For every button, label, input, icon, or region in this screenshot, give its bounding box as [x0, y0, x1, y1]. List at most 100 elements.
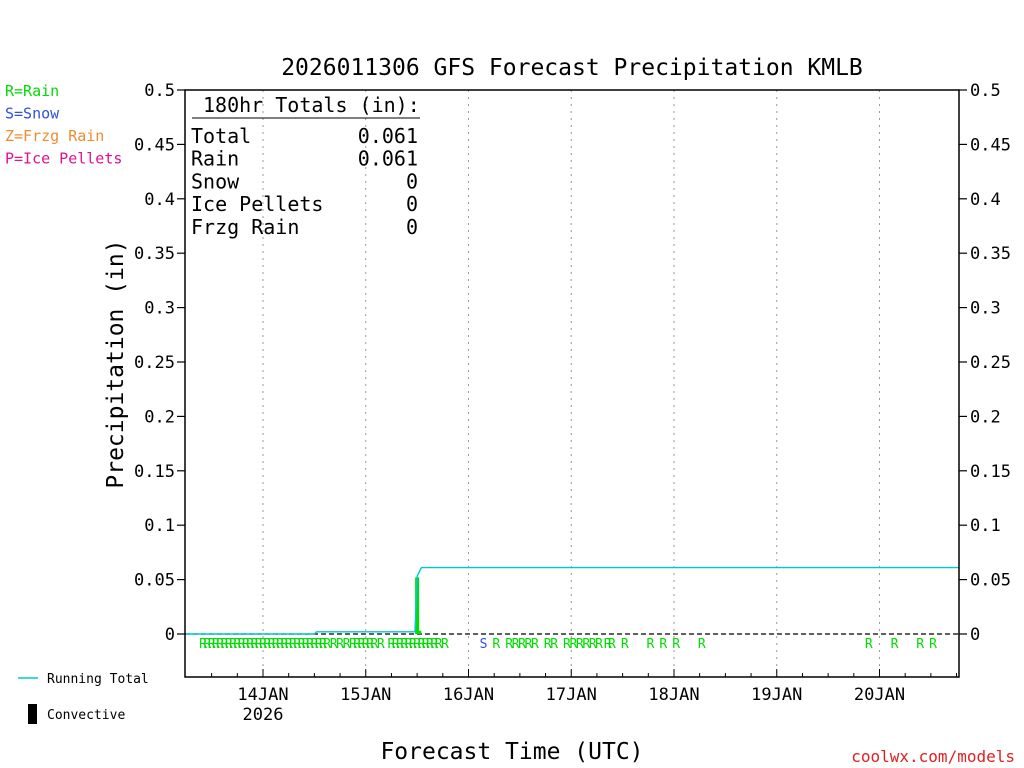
ptype-marker: R: [392, 637, 400, 652]
ptype-marker: R: [441, 637, 449, 652]
ptype-marker: R: [492, 637, 500, 652]
x-tick-label: 14JAN: [237, 685, 288, 705]
ptype-marker: R: [370, 637, 378, 652]
y-tick-label: 0.1: [144, 516, 175, 536]
ptype-marker: R: [569, 637, 577, 652]
ptype-marker: R: [388, 637, 396, 652]
ptype-marker: R: [362, 637, 370, 652]
ptype-marker: R: [272, 637, 280, 652]
y-tick-label-right: 0.35: [970, 244, 1011, 264]
ptype-marker: R: [263, 637, 271, 652]
y-axis-label: Precipitation (in): [103, 239, 129, 488]
ptype-marker: R: [608, 637, 616, 652]
totals-row-value: 0.061: [358, 124, 418, 148]
y-tick-label: 0.45: [134, 135, 175, 155]
ptype-marker: S: [480, 637, 488, 652]
ptype-marker: R: [306, 637, 314, 652]
y-tick-label-right: 0.2: [970, 407, 1001, 427]
legend-series-label: Convective: [47, 708, 125, 723]
legend-swatch-bar: [28, 704, 37, 724]
ptype-marker: R: [413, 637, 421, 652]
ptype-marker: R: [208, 637, 216, 652]
x-tick-label: 17JAN: [546, 685, 597, 705]
watermark: coolwx.com/models: [851, 747, 1015, 766]
ptype-marker: R: [255, 637, 263, 652]
totals-row-value: 0: [406, 215, 418, 239]
ptype-marker: R: [698, 637, 706, 652]
ptype-marker: R: [259, 637, 267, 652]
y-tick-label-right: 0.15: [970, 462, 1011, 482]
y-tick-label: 0.5: [144, 81, 175, 101]
ptype-marker: R: [330, 637, 338, 652]
x-year-label: 2026: [243, 705, 284, 725]
ptype-marker: R: [203, 637, 211, 652]
ptype-marker: R: [409, 637, 417, 652]
ptype-marker: R: [582, 637, 590, 652]
ptype-marker: R: [550, 637, 558, 652]
ptype-marker: R: [238, 637, 246, 652]
ptype-marker: R: [216, 637, 224, 652]
series-legend: Running Total Convective: [18, 672, 149, 724]
chart-title: 2026011306 GFS Forecast Precipitation KM…: [281, 55, 863, 81]
totals-row-value: 0: [406, 192, 418, 216]
ptype-marker: R: [377, 637, 385, 652]
y-tick-label-right: 0.5: [970, 81, 1001, 101]
ptype-marker: R: [512, 637, 520, 652]
ptype-marker: R: [672, 637, 680, 652]
ptype-marker: R: [293, 637, 301, 652]
y-tick-label: 0.2: [144, 407, 175, 427]
ptype-marker: R: [430, 637, 438, 652]
ptype-marker: R: [589, 637, 597, 652]
ptype-marker: R: [323, 637, 331, 652]
ptype-marker: R: [647, 637, 655, 652]
totals-box: 180hr Totals (in): Total 0.061 Rain 0.061 Sn…: [191, 93, 420, 239]
ptype-marker: R: [563, 637, 571, 652]
data-series: [185, 566, 959, 635]
x-axis: 14JAN 15JAN 16JAN 17JAN 18JAN 19JAN 20JAN 2026: [211, 669, 958, 725]
legend-type-entry: Z=Frzg Rain: [5, 127, 104, 145]
ptype-marker: R: [298, 637, 306, 652]
y-tick-label: 0: [165, 625, 175, 645]
ptype-marker: R: [544, 637, 552, 652]
legend-series-label: Running Total: [47, 672, 149, 687]
y-tick-label-right: 0.3: [970, 299, 1001, 319]
y-tick-label: 0.3: [144, 299, 175, 319]
ptype-marker: R: [358, 637, 366, 652]
ptype-marker: R: [268, 637, 276, 652]
running-total-line: [185, 566, 959, 635]
ptype-marker: R: [285, 637, 293, 652]
ptype-marker: R: [336, 637, 344, 652]
y-tick-label-right: 0.25: [970, 353, 1011, 373]
ptype-marker: R: [621, 637, 629, 652]
totals-row-label: Frzg Rain: [191, 215, 299, 239]
ptype-marker: R: [518, 637, 526, 652]
legend-type-entry: S=Snow: [5, 105, 60, 123]
precip-bar: [415, 577, 420, 634]
ptype-marker: R: [422, 637, 430, 652]
ptype-marker: R: [233, 637, 241, 652]
ptype-marker: R: [225, 637, 233, 652]
y-tick-label: 0.05: [134, 571, 175, 591]
ptype-marker: R: [865, 637, 873, 652]
ptype-marker: R: [576, 637, 584, 652]
x-tick-label: 15JAN: [340, 685, 391, 705]
ptype-marker: R: [891, 637, 899, 652]
ptype-marker: R: [531, 637, 539, 652]
y-tick-label-right: 0.1: [970, 516, 1001, 536]
y-tick-label: 0.4: [144, 190, 175, 210]
y-axis-left: 0 0.05 0.1 0.15 0.2 0.25 0.3 0.35 0.4 0.45 0.5: [134, 81, 185, 645]
ptype-marker: R: [276, 637, 284, 652]
y-tick-label-right: 0.45: [970, 135, 1011, 155]
x-tick-label: 20JAN: [854, 685, 905, 705]
ptype-marker: R: [315, 637, 323, 652]
ptype-marker: R: [405, 637, 413, 652]
totals-row-label: Snow: [191, 169, 240, 193]
ptype-marker: R: [349, 637, 357, 652]
ptype-marker: R: [659, 637, 667, 652]
y-axis-right: 0 0.05 0.1 0.15 0.2 0.25 0.3 0.35 0.4 0.45 0.5: [959, 81, 1011, 645]
ptype-marker: R: [242, 637, 250, 652]
ptype-marker: R: [604, 637, 612, 652]
ptype-marker: R: [525, 637, 533, 652]
ptype-marker: R: [505, 637, 513, 652]
ptype-marker: R: [212, 637, 220, 652]
